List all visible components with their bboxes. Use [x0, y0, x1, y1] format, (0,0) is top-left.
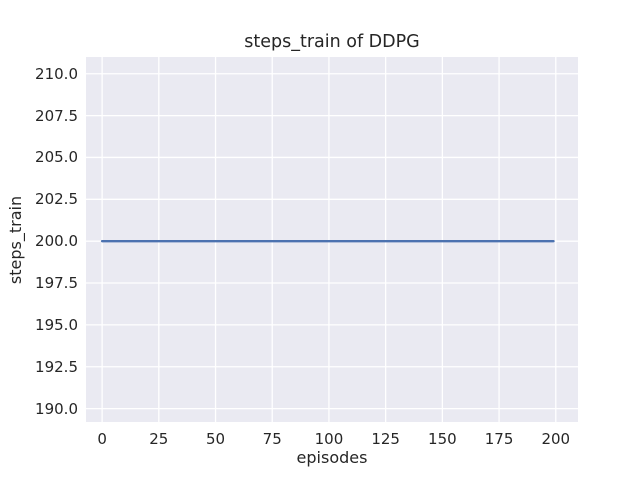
x-tick-label: 0	[97, 430, 107, 448]
y-tick-label: 202.5	[35, 190, 78, 209]
plot-area	[86, 57, 578, 422]
x-tick-label: 150	[428, 430, 457, 448]
plot-canvas	[86, 57, 578, 422]
x-tick-label: 50	[205, 430, 226, 448]
x-tick-label: 25	[149, 430, 169, 448]
x-tick-label: 175	[484, 430, 514, 448]
y-tick-label: 210.0	[35, 64, 78, 83]
x-axis-label: episodes	[296, 448, 368, 467]
y-tick-label: 190.0	[35, 399, 78, 418]
y-tick-label: 207.5	[35, 106, 78, 125]
y-tick-label: 205.0	[35, 148, 78, 167]
x-tick-label: 75	[262, 430, 282, 448]
y-tick-label: 200.0	[35, 232, 78, 251]
y-tick-label: 192.5	[35, 357, 78, 376]
x-tick-label: 200	[541, 430, 571, 448]
x-tick-label: 100	[314, 430, 344, 448]
chart-title: steps_train of DDPG	[244, 32, 420, 52]
y-tick-label: 195.0	[35, 315, 78, 334]
y-tick-label: 197.5	[35, 274, 78, 293]
plot-background	[86, 57, 578, 422]
x-tick-label: 125	[371, 430, 400, 448]
